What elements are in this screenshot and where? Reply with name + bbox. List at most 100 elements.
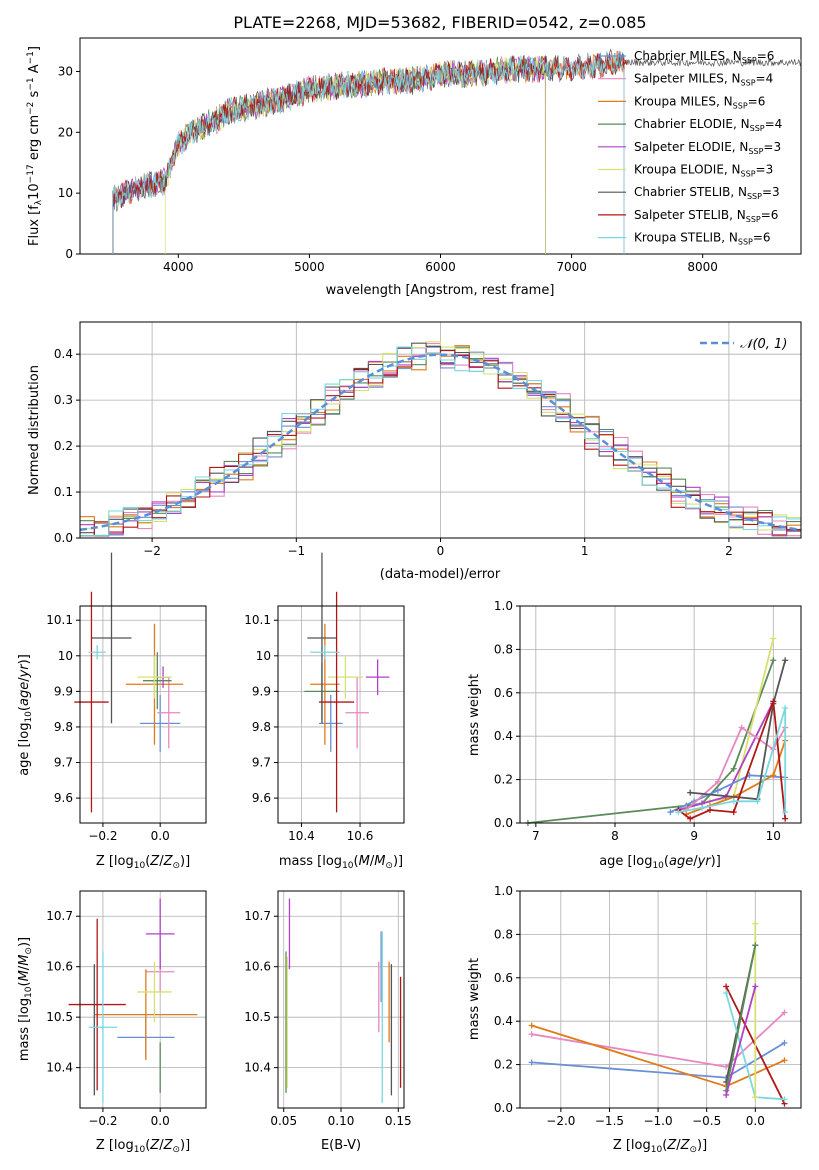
residuals-xlabel: (data-model)/error bbox=[380, 567, 501, 582]
x-tick-label: 0.0 bbox=[151, 1114, 170, 1128]
x-tick-label: −2 bbox=[143, 544, 161, 558]
ageZ-xlabel: Z [log10(Z/Z⊙)] bbox=[96, 854, 190, 871]
weight-vs-age-panel: 7 8 9 10 0.0 0.2 0.4 0.6 0.8 1.0 bbox=[494, 599, 802, 843]
y-tick-label: 10 bbox=[58, 649, 73, 663]
y-tick-label: 10.1 bbox=[244, 613, 271, 627]
y-tick-label: 10.7 bbox=[244, 909, 271, 923]
legend-label: Salpeter ELODIE, NSSP=3 bbox=[634, 140, 781, 156]
y-tick-label: 0.4 bbox=[54, 347, 73, 361]
spectrum-xlabel: wavelength [Angstrom, rest frame] bbox=[326, 283, 555, 298]
age-vs-mass-panel: 10.4 10.6 9.6 9.7 9.8 9.9 10 10.1 bbox=[244, 552, 405, 843]
spectrum-series-line bbox=[112, 52, 627, 254]
plot-frame bbox=[519, 890, 802, 1109]
wZ-ylabel: mass weight bbox=[467, 958, 482, 1040]
spectrum-series-line bbox=[112, 48, 802, 254]
y-tick-label: 10 bbox=[58, 186, 73, 200]
mass-vs-Z-panel: −0.2 0.0 10.4 10.5 10.6 10.7 bbox=[46, 890, 207, 1128]
mass-weight-line bbox=[677, 701, 787, 820]
plot-frame bbox=[79, 605, 207, 824]
y-tick-label: 9.9 bbox=[252, 684, 271, 698]
legend-label: Kroupa ELODIE, NSSP=3 bbox=[634, 163, 773, 179]
spectrum-legend: Chabrier MILES, NSSP=6 Salpeter MILES, NS… bbox=[598, 49, 782, 247]
spectrum-series-line bbox=[112, 50, 625, 254]
wAge-ylabel: mass weight bbox=[467, 674, 482, 756]
x-tick-label: −1.0 bbox=[643, 1114, 672, 1128]
massZ-xlabel: Z [log10(Z/Z⊙)] bbox=[96, 1138, 190, 1155]
y-tick-label: 30 bbox=[58, 64, 73, 78]
y-tick-label: 10.1 bbox=[46, 613, 73, 627]
x-tick-label: 7000 bbox=[556, 260, 587, 274]
histogram-step-line bbox=[80, 350, 801, 537]
y-tick-label: 9.6 bbox=[252, 791, 271, 805]
y-tick-label: 0.4 bbox=[494, 1014, 513, 1028]
y-tick-label: 0.2 bbox=[54, 439, 73, 453]
y-tick-label: 10.4 bbox=[244, 1061, 271, 1075]
x-tick-label: 2 bbox=[725, 544, 733, 558]
grid-layer: 7 8 9 10 0.0 0.2 0.4 0.6 0.8 1.0 bbox=[494, 599, 801, 843]
legend-label: Chabrier STELIB, NSSP=3 bbox=[634, 185, 780, 201]
y-tick-label: 9.8 bbox=[54, 720, 73, 734]
x-tick-label: 0.0 bbox=[151, 829, 170, 843]
y-tick-label: 0.1 bbox=[54, 485, 73, 499]
x-tick-label: −1 bbox=[287, 544, 305, 558]
y-tick-label: 0.0 bbox=[494, 1101, 513, 1115]
y-tick-label: 0.3 bbox=[54, 393, 73, 407]
legend-label: Chabrier ELODIE, NSSP=4 bbox=[634, 117, 782, 133]
x-tick-label: 8 bbox=[611, 829, 619, 843]
ageZ-ylabel: age [log10(age/yr)] bbox=[17, 654, 34, 776]
spectrum-lines bbox=[112, 48, 802, 255]
y-tick-label: 10.6 bbox=[46, 960, 73, 974]
x-tick-label: 0.15 bbox=[385, 1114, 412, 1128]
plot-frame bbox=[277, 605, 405, 824]
x-tick-label: −0.2 bbox=[88, 829, 117, 843]
x-tick-label: 10 bbox=[766, 829, 781, 843]
spectrum-ylabel: Flux [fλ10−17 erg cm−2 s−1 A−1] bbox=[26, 46, 44, 246]
mass-vs-ebv-panel: 0.05 0.10 0.15 10.4 10.5 10.6 10.7 bbox=[244, 890, 412, 1128]
plot-frame bbox=[519, 605, 802, 824]
y-tick-label: 9.7 bbox=[54, 756, 73, 770]
x-tick-label: 0.0 bbox=[746, 1114, 765, 1128]
x-tick-label: 7 bbox=[532, 829, 540, 843]
residuals-normal-curve bbox=[79, 353, 802, 532]
x-tick-label: −2.0 bbox=[546, 1114, 575, 1128]
spectrum-xticks: 4000 5000 6000 7000 8000 bbox=[163, 254, 718, 274]
legend-label: Kroupa STELIB, NSSP=6 bbox=[634, 231, 771, 247]
mass-weight-line bbox=[725, 986, 757, 1096]
y-tick-label: 9.7 bbox=[252, 756, 271, 770]
mass-weight-line bbox=[678, 707, 787, 813]
wAge-xlabel: age [log10(age/yr)] bbox=[599, 854, 721, 871]
mass-weight-line bbox=[690, 660, 787, 801]
mass-weight-line bbox=[527, 659, 775, 824]
y-tick-label: 1.0 bbox=[494, 884, 513, 898]
figure-title: PLATE=2268, MJD=53682, FIBERID=0542, z=0… bbox=[233, 13, 646, 32]
x-tick-label: −1.5 bbox=[595, 1114, 624, 1128]
grid-layer: −0.2 0.0 10.4 10.5 10.6 10.7 bbox=[46, 891, 206, 1128]
y-tick-label: 0.0 bbox=[54, 531, 73, 545]
grid-layer: −0.2 0.0 9.6 9.7 9.8 9.9 10 10.1 bbox=[46, 606, 206, 843]
y-tick-label: 10.7 bbox=[46, 909, 73, 923]
residuals-ylabel: Normed distribution bbox=[27, 365, 42, 495]
ageM-xlabel: mass [log10(M/M⊙)] bbox=[279, 854, 403, 871]
y-tick-label: 10.5 bbox=[244, 1010, 271, 1024]
legend-label: Salpeter STELIB, NSSP=6 bbox=[634, 208, 778, 224]
legend-label: Chabrier MILES, NSSP=6 bbox=[634, 49, 774, 65]
y-tick-label: 9.6 bbox=[54, 791, 73, 805]
x-tick-label: 6000 bbox=[425, 260, 456, 274]
y-tick-label: 1.0 bbox=[494, 599, 513, 613]
x-tick-label: 0.05 bbox=[270, 1114, 297, 1128]
x-tick-label: −0.2 bbox=[88, 1114, 117, 1128]
x-tick-label: 0 bbox=[437, 544, 445, 558]
y-tick-label: 10.5 bbox=[46, 1010, 73, 1024]
residuals-legend-label: 𝒩(0, 1) bbox=[740, 337, 787, 352]
y-tick-label: 0.6 bbox=[494, 686, 513, 700]
massZ-ylabel: mass [log10(M/M⊙)] bbox=[17, 937, 34, 1061]
spectrum-panel: 4000 5000 6000 7000 8000 0 10 20 30 Chabrier MI… bbox=[26, 37, 802, 298]
x-tick-label: 0.10 bbox=[328, 1114, 355, 1128]
y-tick-label: 0 bbox=[65, 247, 73, 261]
y-tick-label: 10 bbox=[256, 649, 271, 663]
x-tick-label: 1 bbox=[581, 544, 589, 558]
residuals-panel: −2 −1 0 1 2 0.0 0.1 0.2 0.3 0.4 𝒩(0, 1) (data-mo… bbox=[27, 321, 802, 582]
y-tick-label: 10.4 bbox=[46, 1061, 73, 1075]
plot-frame bbox=[277, 890, 405, 1109]
x-tick-label: −0.5 bbox=[692, 1114, 721, 1128]
